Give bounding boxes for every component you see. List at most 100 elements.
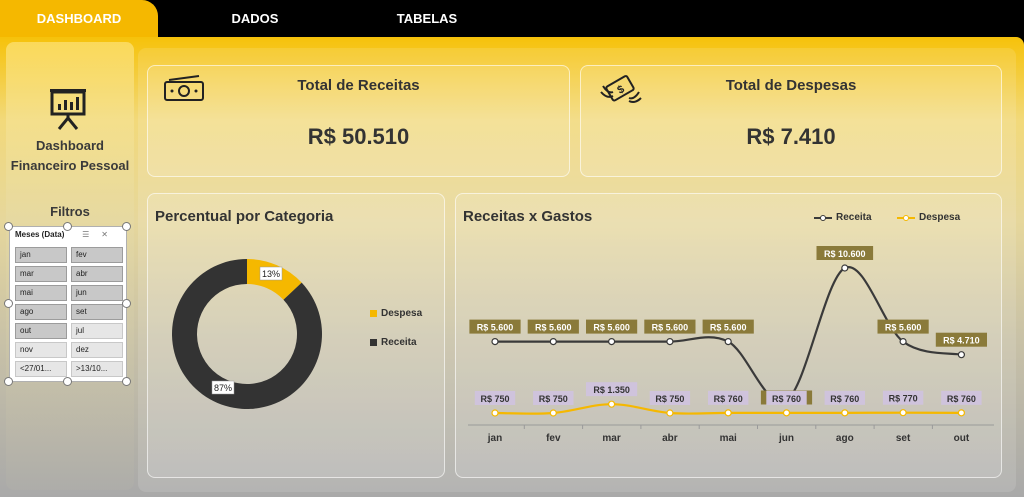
donut-data-label: 87%	[211, 380, 235, 395]
slicer-item[interactable]: mar	[15, 266, 67, 282]
multi-select-icon[interactable]: ☰	[82, 230, 102, 239]
x-tick-label: ago	[836, 433, 854, 444]
line-chart: jan fev mar abr mai jun ago set out R$ 5.600 R$ 5.…	[468, 246, 994, 444]
clear-filter-icon[interactable]: ✕	[101, 230, 120, 239]
svg-text:R$ 5.600: R$ 5.600	[535, 323, 572, 333]
svg-text:R$ 760: R$ 760	[714, 394, 743, 404]
data-label-despesa: R$ 750	[474, 391, 516, 405]
legend-swatch-receita	[370, 339, 377, 346]
data-label-receita: R$ 5.600	[527, 319, 579, 334]
svg-text:R$ 5.600: R$ 5.600	[885, 323, 922, 333]
data-point-despesa	[957, 409, 965, 417]
series-line-receita	[494, 266, 962, 404]
svg-text:R$ 750: R$ 750	[655, 394, 684, 404]
data-point-despesa	[549, 409, 557, 417]
data-point-receita	[841, 264, 849, 272]
data-label-receita: R$ 5.600	[469, 319, 521, 334]
data-point-receita	[608, 338, 616, 346]
dashboard-title-line1: Dashboard	[36, 138, 104, 153]
resize-handle[interactable]	[63, 377, 72, 386]
kpi-value-despesas: R$ 7.410	[746, 124, 836, 149]
data-point-receita	[899, 338, 907, 346]
slicer-item[interactable]: jul	[71, 323, 123, 339]
tab-dashboard[interactable]: DASHBOARD	[0, 0, 158, 37]
slicer-item[interactable]: fev	[71, 247, 123, 263]
data-label-receita: R$ 10.600	[816, 246, 874, 260]
data-point-despesa	[841, 409, 849, 417]
kpi-card-receitas: Total de Receitas R$ 50.510	[147, 65, 570, 177]
data-point-despesa	[782, 409, 791, 417]
data-label-despesa: R$ 760	[941, 390, 982, 405]
slicer-item[interactable]: abr	[71, 266, 123, 282]
data-label-receita: R$ 5.600	[702, 319, 754, 334]
data-point-receita	[491, 338, 499, 346]
svg-text:R$ 1.350: R$ 1.350	[593, 385, 630, 395]
x-tick-label: jun	[778, 433, 794, 444]
slicer-item[interactable]: jan	[15, 247, 67, 263]
money-bill-icon	[164, 75, 204, 101]
kpi-title-despesas: Total de Despesas	[725, 77, 857, 94]
slicer-item[interactable]: <27/01...	[15, 361, 67, 377]
svg-text:87%: 87%	[214, 383, 232, 393]
line-legend-receita: Receita	[814, 212, 872, 223]
data-point-receita	[957, 351, 965, 359]
resize-handle[interactable]	[122, 377, 131, 386]
resize-handle[interactable]	[4, 222, 13, 231]
x-tick-label: fev	[546, 433, 561, 444]
donut-card: Percentual por Categoria 13% 87% Despesa …	[147, 193, 445, 478]
data-label-despesa: R$ 750	[533, 391, 574, 405]
legend-label-despesa: Despesa	[381, 308, 423, 319]
slicer-item[interactable]: nov	[15, 342, 67, 358]
slicer-item[interactable]: out	[15, 323, 67, 339]
data-point-despesa	[899, 409, 907, 417]
data-point-receita	[549, 338, 557, 346]
slicer-item[interactable]: dez	[71, 342, 123, 358]
resize-handle[interactable]	[122, 299, 131, 308]
dashboard-area	[0, 37, 1024, 497]
svg-text:R$ 5.600: R$ 5.600	[593, 323, 630, 333]
x-tick-label: jan	[487, 433, 502, 444]
slicer-item[interactable]: >13/10...	[71, 361, 123, 377]
svg-text:R$ 5.600: R$ 5.600	[710, 323, 747, 333]
svg-text:R$ 770: R$ 770	[889, 394, 918, 404]
slicer-item[interactable]: set	[71, 304, 123, 320]
kpi-title-receitas: Total de Receitas	[297, 77, 420, 94]
tab-dados[interactable]: DADOS	[231, 11, 279, 26]
svg-text:R$ 750: R$ 750	[539, 394, 568, 404]
data-label-receita: R$ 5.600	[877, 319, 929, 334]
donut-data-label: 13%	[259, 266, 283, 281]
presentation-chart-icon	[50, 89, 86, 130]
legend-label-despesa-line: Despesa	[919, 212, 961, 223]
data-label-despesa: R$ 760	[708, 390, 749, 405]
svg-text:R$ 760: R$ 760	[830, 394, 859, 404]
resize-handle[interactable]	[4, 299, 13, 308]
svg-text:13%: 13%	[262, 269, 280, 279]
dashboard-title: Dashboard Financeiro Pessoal	[0, 136, 140, 176]
donut-chart: 13% 87%	[172, 259, 322, 409]
resize-handle[interactable]	[63, 222, 72, 231]
tab-tabelas[interactable]: TABELAS	[396, 11, 458, 26]
x-tick-label: out	[954, 433, 970, 444]
resize-handle[interactable]	[4, 377, 13, 386]
resize-handle[interactable]	[122, 222, 131, 231]
line-chart-title: Receitas x Gastos	[463, 208, 593, 225]
legend-label-receita: Receita	[381, 337, 417, 348]
legend-label-receita-line: Receita	[836, 212, 872, 223]
slicer-item[interactable]: ago	[15, 304, 67, 320]
data-point-receita	[666, 338, 674, 346]
flying-money-icon: $	[600, 75, 642, 103]
data-label-despesa: R$ 750	[649, 391, 691, 405]
month-slicer[interactable]: Meses (Data) ☰✕ jan fev mar abr mai jun ago set…	[9, 226, 127, 382]
svg-text:R$ 5.600: R$ 5.600	[477, 323, 514, 333]
data-label-receita: R$ 5.600	[586, 319, 638, 334]
data-label-despesa: R$ 760	[766, 390, 807, 405]
donut-slice-receita	[172, 259, 322, 409]
slicer-items: jan fev mar abr mai jun ago set out jul nov dez <27/…	[15, 247, 123, 377]
slicer-item[interactable]: jun	[71, 285, 123, 301]
data-point-despesa	[724, 409, 732, 417]
data-point-despesa	[491, 409, 499, 417]
x-tick-label: set	[896, 433, 911, 444]
kpi-card-despesas: $ Total de Despesas R$ 7.410	[580, 65, 1002, 177]
slicer-item[interactable]: mai	[15, 285, 67, 301]
line-legend-despesa: Despesa	[897, 212, 960, 223]
